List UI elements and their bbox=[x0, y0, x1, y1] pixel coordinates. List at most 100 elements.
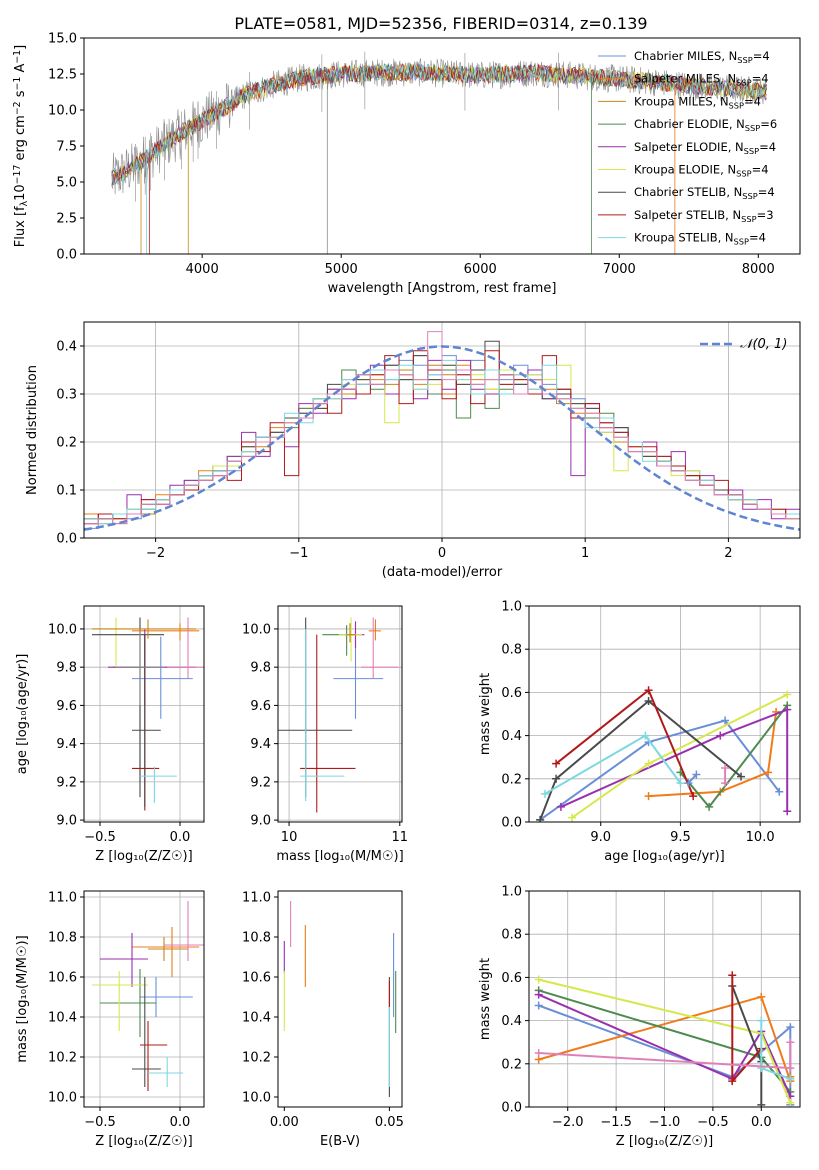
x-axis-label: wavelength [Angstrom, rest frame] bbox=[328, 281, 557, 296]
y-tick-label: 10.0 bbox=[48, 1091, 77, 1106]
axes-frame bbox=[528, 890, 801, 1108]
label-span: Flux [f bbox=[13, 206, 28, 247]
weight-marker bbox=[721, 779, 730, 788]
plot-area bbox=[283, 901, 397, 1097]
weight-marker bbox=[689, 792, 698, 801]
y-tick-label: 10.6 bbox=[48, 971, 77, 986]
plot-area bbox=[278, 617, 399, 813]
x-tick-label: 10 bbox=[281, 830, 298, 845]
y-tick-label: 1.0 bbox=[501, 885, 522, 900]
label-span: =3 bbox=[757, 208, 774, 222]
model-spectrum-line bbox=[111, 63, 767, 185]
x-axis-label: Z [log₁₀(Z/Z☉)] bbox=[95, 849, 192, 864]
y-tick-label: 0.1 bbox=[56, 484, 77, 499]
label-span: SSP bbox=[737, 55, 752, 65]
y-tick-label: 0.6 bbox=[501, 971, 522, 986]
label-span: Chabrier MILES, N bbox=[634, 49, 737, 63]
y-tick-label: 5.0 bbox=[56, 176, 77, 191]
y-tick-label: 0.0 bbox=[501, 816, 522, 831]
x-tick-label: 2 bbox=[724, 546, 732, 561]
weight-marker bbox=[552, 774, 561, 783]
label-span: SSP bbox=[729, 100, 744, 110]
label-span: SSP bbox=[736, 169, 751, 179]
x-tick-label: −2 bbox=[146, 546, 165, 561]
weight-marker bbox=[556, 802, 565, 811]
age-vs-metallicity-panel: −0.5 0.0 9.0 9.2 9.4 9.6 9.8 10.0 Z [log₁₀(Z/Z☉)… bbox=[15, 605, 205, 864]
y-tick-label: 2.5 bbox=[56, 212, 77, 227]
x-axis-label: E(B-V) bbox=[320, 1134, 360, 1149]
y-tick-label: 0.4 bbox=[501, 1014, 522, 1029]
y-axis-label: mass [log₁₀(M/M☉)] bbox=[15, 935, 30, 1062]
axes-frame bbox=[277, 605, 403, 823]
plot-area bbox=[111, 51, 767, 254]
y-tick-label: 0.4 bbox=[56, 340, 77, 355]
legend-label: Chabrier STELIB, NSSP=4 bbox=[634, 185, 775, 201]
legend-label: Chabrier ELODIE, NSSP=6 bbox=[634, 117, 777, 133]
label-span: =6 bbox=[760, 117, 777, 131]
weight-marker bbox=[692, 770, 701, 779]
label-span: SSP bbox=[741, 214, 756, 224]
label-span: A bbox=[13, 64, 28, 77]
weight-marker bbox=[568, 813, 577, 822]
y-axis-label: Flux [fλ10−17 erg cm−2 s−1 A−1] bbox=[12, 45, 30, 247]
label-span: λ bbox=[19, 200, 30, 206]
label-span: −1 bbox=[12, 77, 23, 91]
weight-marker bbox=[676, 779, 685, 788]
x-tick-label: 9.5 bbox=[670, 830, 691, 845]
weight-marker bbox=[786, 1023, 795, 1032]
y-tick-label: 0.0 bbox=[56, 532, 77, 547]
y-tick-label: 0.3 bbox=[56, 388, 77, 403]
x-axis-label: Z [log₁₀(Z/Z☉)] bbox=[95, 1134, 192, 1149]
weight-line bbox=[687, 773, 698, 784]
label-span: Salpeter STELIB, N bbox=[634, 208, 741, 222]
axes-frame bbox=[83, 37, 801, 255]
x-tick-label: 4000 bbox=[186, 262, 219, 277]
x-tick-label: 0.00 bbox=[270, 1115, 299, 1130]
axes-frame bbox=[83, 321, 801, 539]
label-span: Salpeter ELODIE, N bbox=[634, 140, 744, 154]
x-tick-label: 0 bbox=[438, 546, 446, 561]
weight-marker bbox=[644, 759, 653, 768]
y-tick-label: 0.6 bbox=[501, 686, 522, 701]
x-axis-label: age [log₁₀(age/yr)] bbox=[604, 849, 725, 864]
y-axis-label: Normed distribution bbox=[25, 365, 40, 495]
label-span: Salpeter MILES, N bbox=[634, 72, 736, 86]
legend-label: Kroupa MILES, NSSP=4 bbox=[634, 94, 761, 110]
weight-marker bbox=[534, 975, 543, 984]
weight-marker bbox=[783, 705, 792, 714]
weight-marker bbox=[783, 690, 792, 699]
y-axis-label: mass weight bbox=[478, 673, 493, 755]
mass-weight-vs-metallicity-panel: −2.0 −1.5 −1.0 −0.5 0.0 0.0 0.2 0.4 0.6 0.8 1.0 Z [… bbox=[478, 885, 801, 1149]
x-tick-label: 0.0 bbox=[170, 830, 191, 845]
x-tick-label: −0.5 bbox=[84, 1115, 116, 1130]
figure-title: PLATE=0581, MJD=52356, FIBERID=0314, z=0… bbox=[234, 14, 647, 33]
y-tick-label: 9.0 bbox=[250, 814, 271, 829]
y-axis-label: mass weight bbox=[478, 958, 493, 1040]
spectrum-panel: 4000 5000 6000 7000 8000 0.0 2.5 5.0 7.5 10.0 12.5… bbox=[12, 32, 801, 296]
weight-marker bbox=[644, 792, 653, 801]
y-tick-label: 9.8 bbox=[56, 661, 77, 676]
weight-marker bbox=[786, 1098, 795, 1107]
weight-marker bbox=[786, 1038, 795, 1047]
legend-label: Salpeter MILES, NSSP=4 bbox=[634, 72, 769, 88]
mass-vs-metallicity-panel: −0.5 0.0 10.0 10.2 10.4 10.6 10.8 11.0 Z [log₁₀(… bbox=[15, 890, 205, 1149]
plot-area bbox=[84, 331, 800, 531]
legend-label: Kroupa STELIB, NSSP=4 bbox=[634, 231, 766, 247]
label-span: =4 bbox=[744, 94, 761, 108]
weight-marker bbox=[534, 1001, 543, 1010]
weight-marker bbox=[644, 686, 653, 695]
weight-marker bbox=[757, 1016, 766, 1025]
axes-frame bbox=[528, 605, 801, 823]
label-span: erg cm bbox=[13, 115, 28, 164]
label-span: =4 bbox=[752, 163, 769, 177]
mass-weight-vs-age-panel: 9.0 9.5 10.0 0.0 0.2 0.4 0.6 0.8 1.0 age [log₁₀(a… bbox=[478, 600, 801, 864]
label-span: SSP bbox=[745, 123, 760, 133]
weight-marker bbox=[783, 807, 792, 816]
y-tick-label: 11.0 bbox=[48, 891, 77, 906]
plot-area bbox=[92, 617, 204, 811]
weight-marker bbox=[764, 768, 773, 777]
y-tick-label: 1.0 bbox=[501, 600, 522, 615]
label-span: SSP bbox=[734, 237, 749, 247]
